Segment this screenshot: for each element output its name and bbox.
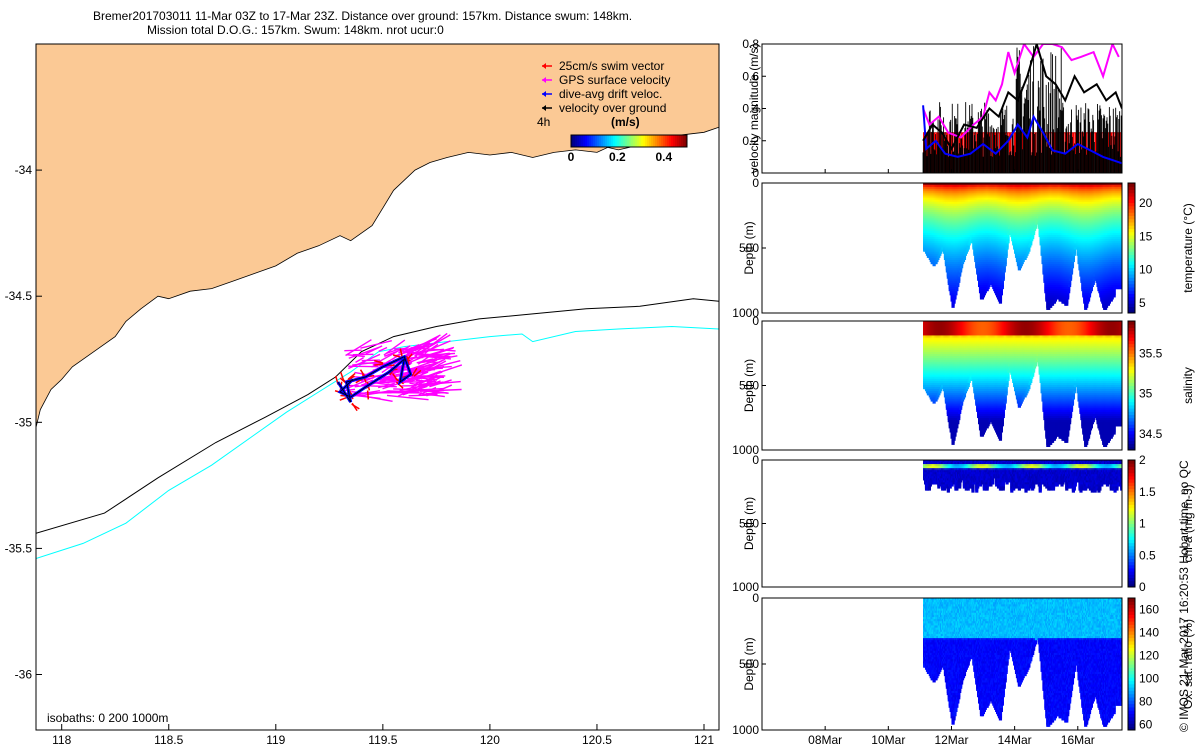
- date-tick-label-4: 16Mar: [1061, 733, 1095, 747]
- chlorophyll-y-tick-2: 1000: [732, 580, 759, 594]
- velocity-series-1: [922, 105, 1122, 165]
- y-tick-label-4: -36: [15, 668, 33, 682]
- y-tick-label-1: -34.5: [5, 289, 33, 303]
- x-tick-label-4: 120: [480, 733, 500, 747]
- temperature-heatmap-cells: [923, 183, 1122, 310]
- oxygen-colorbar-tick-1: 80: [1139, 694, 1153, 708]
- colorbar-tick-0: 0: [568, 150, 575, 164]
- velocity-y-tick-3: 0.6: [742, 69, 759, 83]
- temperature-colorbar-tick-0: 5: [1139, 296, 1146, 310]
- velocity-series-2: [922, 44, 1122, 151]
- x-tick-label-6: 121: [694, 733, 714, 747]
- salinity-y-tick-0: 0: [752, 314, 759, 328]
- title-line-2: Mission total D.O.G.: 157km. Swum: 148km…: [147, 23, 444, 37]
- temperature-y-tick-0: 0: [752, 176, 759, 190]
- velocity-series-0: [922, 44, 1120, 139]
- velocity-y-tick-1: 0.2: [742, 134, 759, 148]
- legend-entry-1: GPS surface velocity: [559, 73, 670, 87]
- velocity-y-tick-0: 0: [752, 166, 759, 180]
- y-tick-label-2: -35: [15, 415, 33, 429]
- y-tick-label-3: -35.5: [5, 541, 33, 555]
- temperature-colorbar-tick-3: 20: [1139, 196, 1153, 210]
- velocity-over-ground-track: [337, 356, 412, 403]
- oxygen-y-tick-1: 500: [739, 657, 759, 671]
- x-tick-label-5: 120.5: [582, 733, 612, 747]
- temperature-colorbar-tick-2: 15: [1139, 229, 1153, 243]
- date-tick-label-3: 14Mar: [998, 733, 1032, 747]
- oxygen-colorbar-tick-3: 120: [1139, 648, 1159, 662]
- colorbar-tick-2: 0.4: [655, 150, 672, 164]
- chlorophyll-colorbar-tick-1: 0.5: [1139, 548, 1156, 562]
- oxygen-colorbar-tick-0: 60: [1139, 717, 1153, 731]
- legend-colorbar: [570, 134, 688, 148]
- chlorophyll-heatmap-cells: [923, 460, 1122, 493]
- oxygen-colorbar: [1127, 597, 1136, 731]
- salinity-heatmap-cells: [923, 321, 1122, 447]
- map-frame: [35, 43, 720, 731]
- temperature-colorbar-tick-1: 10: [1139, 263, 1153, 277]
- date-tick-label-1: 10Mar: [871, 733, 905, 747]
- colorbar-tick-1: 0.2: [609, 150, 626, 164]
- y-tick-label-0: -34: [15, 163, 33, 177]
- legend-entry-2: dive-avg drift veloc.: [559, 87, 662, 101]
- velocity-y-label: velocity magnitude (m/s): [747, 43, 761, 173]
- oxygen-colorbar-label: Ox. sat. ratio (%): [1181, 619, 1195, 709]
- oxygen-y-tick-2: 1000: [732, 723, 759, 737]
- salinity-colorbar-label: salinity: [1181, 367, 1195, 404]
- chlorophyll-colorbar-tick-4: 2: [1139, 453, 1146, 467]
- salinity-y-label: Depth (m): [742, 359, 756, 412]
- salinity-colorbar-tick-0: 34.5: [1139, 427, 1163, 441]
- map-chart: 118 118.5 119 119.5 120 120.5 121 -34 -34.5 -35 -3…: [5, 43, 720, 747]
- oxygen-y-label: Depth (m): [742, 637, 756, 690]
- salinity-colorbar: [1127, 320, 1136, 451]
- velocity-over-ground-spikes: [922, 46, 1122, 173]
- temperature-y-label: Depth (m): [742, 221, 756, 274]
- legend-colorbar-label: (m/s): [611, 115, 640, 129]
- legend-entry-3: velocity over ground: [559, 101, 666, 115]
- x-tick-label-3: 119.5: [368, 733, 397, 747]
- chlorophyll-y-tick-0: 0: [752, 453, 759, 467]
- title-line-1: Bremer201703011 11-Mar 03Z to 17-Mar 23Z…: [93, 9, 632, 23]
- salinity-y-tick-2: 1000: [732, 443, 759, 457]
- temperature-y-tick-2: 1000: [732, 306, 759, 320]
- chlorophyll-colorbar-tick-2: 1: [1139, 517, 1146, 531]
- chlorophyll-y-tick-1: 500: [739, 517, 759, 531]
- chlorophyll-colorbar-label: chl-a (mg m-3): [1181, 484, 1195, 562]
- temperature-colorbar-label: temperature (°C): [1181, 203, 1195, 293]
- oxygen-y-tick-0: 0: [752, 591, 759, 605]
- temperature-colorbar: [1127, 182, 1136, 314]
- isobath-label: isobaths: 0 200 1000m: [47, 711, 168, 725]
- chlorophyll-colorbar-tick-3: 1.5: [1139, 485, 1156, 499]
- velocity-y-tick-2: 0.4: [742, 102, 759, 116]
- date-tick-label-0: 08Mar: [808, 733, 842, 747]
- salinity-y-tick-1: 500: [739, 379, 759, 393]
- chlorophyll-colorbar-tick-0: 0: [1139, 580, 1146, 594]
- temperature-y-tick-1: 500: [739, 241, 759, 255]
- oxygen-colorbar-tick-4: 140: [1139, 625, 1159, 639]
- x-tick-label-2: 119: [266, 733, 285, 747]
- chlorophyll-colorbar: [1127, 459, 1136, 588]
- credit-text: © IMOS 21-Mar-2017 16:20:53 Hobart time,…: [1177, 460, 1191, 732]
- x-tick-label-1: 118.5: [154, 733, 183, 747]
- salinity-colorbar-tick-1: 35: [1139, 387, 1153, 401]
- oxygen-heatmap-cells: [923, 598, 1122, 727]
- chlorophyll-y-label: Depth (m): [742, 497, 756, 550]
- x-tick-label-0: 118: [52, 733, 71, 747]
- date-tick-label-2: 12Mar: [934, 733, 968, 747]
- legend-interval: 4h: [537, 115, 550, 129]
- oxygen-colorbar-tick-5: 160: [1139, 602, 1159, 616]
- salinity-colorbar-tick-2: 35.5: [1139, 346, 1163, 360]
- oxygen-colorbar-tick-2: 100: [1139, 671, 1159, 685]
- gps-velocity-vectors: [344, 332, 463, 403]
- velocity-y-tick-4: 0.8: [742, 37, 759, 51]
- legend-entry-0: 25cm/s swim vector: [559, 59, 664, 73]
- isobath-1000m: [36, 325, 719, 559]
